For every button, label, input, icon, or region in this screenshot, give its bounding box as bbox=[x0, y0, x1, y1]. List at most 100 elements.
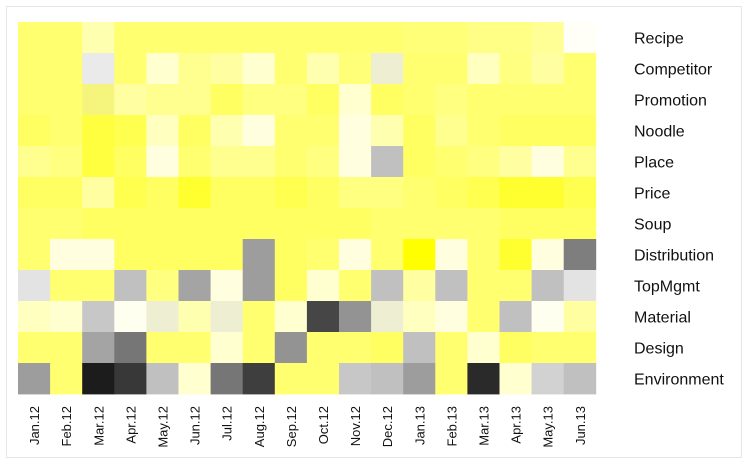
heatmap-cell bbox=[146, 22, 179, 53]
heatmap-cell bbox=[371, 363, 404, 394]
heatmap-cell bbox=[339, 208, 372, 239]
heatmap-cell bbox=[211, 177, 244, 208]
heatmap-cell bbox=[467, 177, 500, 208]
heatmap-cell bbox=[532, 84, 565, 115]
heatmap-cell bbox=[50, 270, 83, 301]
heatmap-cell bbox=[371, 332, 404, 363]
heatmap-cell bbox=[307, 146, 340, 177]
heatmap-cell bbox=[532, 301, 565, 332]
heatmap-cell bbox=[50, 146, 83, 177]
heatmap-cell bbox=[435, 53, 468, 84]
heatmap-cell bbox=[82, 363, 115, 394]
heatmap-cell bbox=[211, 208, 244, 239]
heatmap-cell bbox=[339, 115, 372, 146]
heatmap-cell bbox=[307, 239, 340, 270]
heatmap-cell bbox=[532, 270, 565, 301]
column-label: Jan.12 bbox=[27, 406, 42, 445]
heatmap-cell bbox=[243, 115, 276, 146]
heatmap-cell bbox=[339, 22, 372, 53]
heatmap-cell bbox=[467, 332, 500, 363]
heatmap-cell bbox=[179, 363, 212, 394]
heatmap-cell bbox=[82, 84, 115, 115]
heatmap-cell bbox=[339, 177, 372, 208]
row-label: Noodle bbox=[634, 124, 685, 141]
heatmap-cell bbox=[564, 332, 597, 363]
heatmap-cell bbox=[211, 301, 244, 332]
heatmap-cell bbox=[114, 115, 147, 146]
heatmap-cell bbox=[307, 208, 340, 239]
heatmap-cell bbox=[564, 239, 597, 270]
heatmap-cell bbox=[82, 239, 115, 270]
heatmap-cell bbox=[146, 208, 179, 239]
heatmap-cell bbox=[467, 239, 500, 270]
heatmap-cell bbox=[403, 22, 436, 53]
heatmap-cell bbox=[243, 22, 276, 53]
row-label: Soup bbox=[634, 217, 671, 234]
heatmap-cell bbox=[211, 270, 244, 301]
heatmap-cells bbox=[18, 22, 596, 394]
heatmap-cell bbox=[500, 208, 533, 239]
heatmap-cell bbox=[179, 53, 212, 84]
heatmap-cell bbox=[500, 84, 533, 115]
heatmap-cell bbox=[114, 363, 147, 394]
heatmap-cell bbox=[307, 53, 340, 84]
heatmap-cell bbox=[18, 146, 51, 177]
heatmap-cell bbox=[211, 84, 244, 115]
heatmap-cell bbox=[146, 332, 179, 363]
heatmap-cell bbox=[435, 363, 468, 394]
heatmap-cell bbox=[532, 146, 565, 177]
heatmap-cell bbox=[146, 53, 179, 84]
heatmap-cell bbox=[275, 332, 308, 363]
row-label: Distribution bbox=[634, 248, 714, 265]
heatmap-cell bbox=[179, 22, 212, 53]
heatmap-cell bbox=[146, 115, 179, 146]
heatmap-cell bbox=[146, 363, 179, 394]
column-label: Jul.12 bbox=[220, 406, 235, 441]
row-label: Promotion bbox=[634, 93, 707, 110]
heatmap-cell bbox=[339, 53, 372, 84]
heatmap-cell bbox=[467, 22, 500, 53]
column-label: Apr.13 bbox=[509, 406, 524, 444]
heatmap-cell bbox=[339, 239, 372, 270]
row-label: TopMgmt bbox=[634, 279, 700, 296]
heatmap-cell bbox=[500, 332, 533, 363]
heatmap-cell bbox=[18, 301, 51, 332]
heatmap-cell bbox=[403, 115, 436, 146]
heatmap-cell bbox=[243, 363, 276, 394]
heatmap-cell bbox=[179, 332, 212, 363]
heatmap-cell bbox=[564, 146, 597, 177]
heatmap-cell bbox=[371, 270, 404, 301]
heatmap-cell bbox=[403, 146, 436, 177]
heatmap-cell bbox=[179, 301, 212, 332]
heatmap-cell bbox=[275, 363, 308, 394]
row-label: Price bbox=[634, 186, 671, 203]
heatmap-cell bbox=[82, 301, 115, 332]
heatmap-cell bbox=[18, 208, 51, 239]
row-label: Recipe bbox=[634, 31, 684, 48]
heatmap-cell bbox=[435, 301, 468, 332]
heatmap-cell bbox=[435, 332, 468, 363]
heatmap-cell bbox=[211, 115, 244, 146]
heatmap-cell bbox=[18, 177, 51, 208]
heatmap-cell bbox=[564, 208, 597, 239]
heatmap-cell bbox=[18, 270, 51, 301]
heatmap-cell bbox=[50, 301, 83, 332]
heatmap-cell bbox=[179, 239, 212, 270]
heatmap-cell bbox=[50, 84, 83, 115]
heatmap-cell bbox=[82, 22, 115, 53]
heatmap-cell bbox=[532, 363, 565, 394]
heatmap-cell bbox=[211, 363, 244, 394]
heatmap-cell bbox=[467, 301, 500, 332]
heatmap-cell bbox=[307, 177, 340, 208]
heatmap-cell bbox=[275, 208, 308, 239]
heatmap-cell bbox=[339, 301, 372, 332]
heatmap-cell bbox=[500, 177, 533, 208]
heatmap-cell bbox=[467, 208, 500, 239]
heatmap-cell bbox=[564, 301, 597, 332]
heatmap-cell bbox=[50, 115, 83, 146]
heatmap-cell bbox=[435, 270, 468, 301]
heatmap-cell bbox=[435, 115, 468, 146]
heatmap-cell bbox=[146, 239, 179, 270]
heatmap-cell bbox=[564, 177, 597, 208]
heatmap-cell bbox=[82, 177, 115, 208]
